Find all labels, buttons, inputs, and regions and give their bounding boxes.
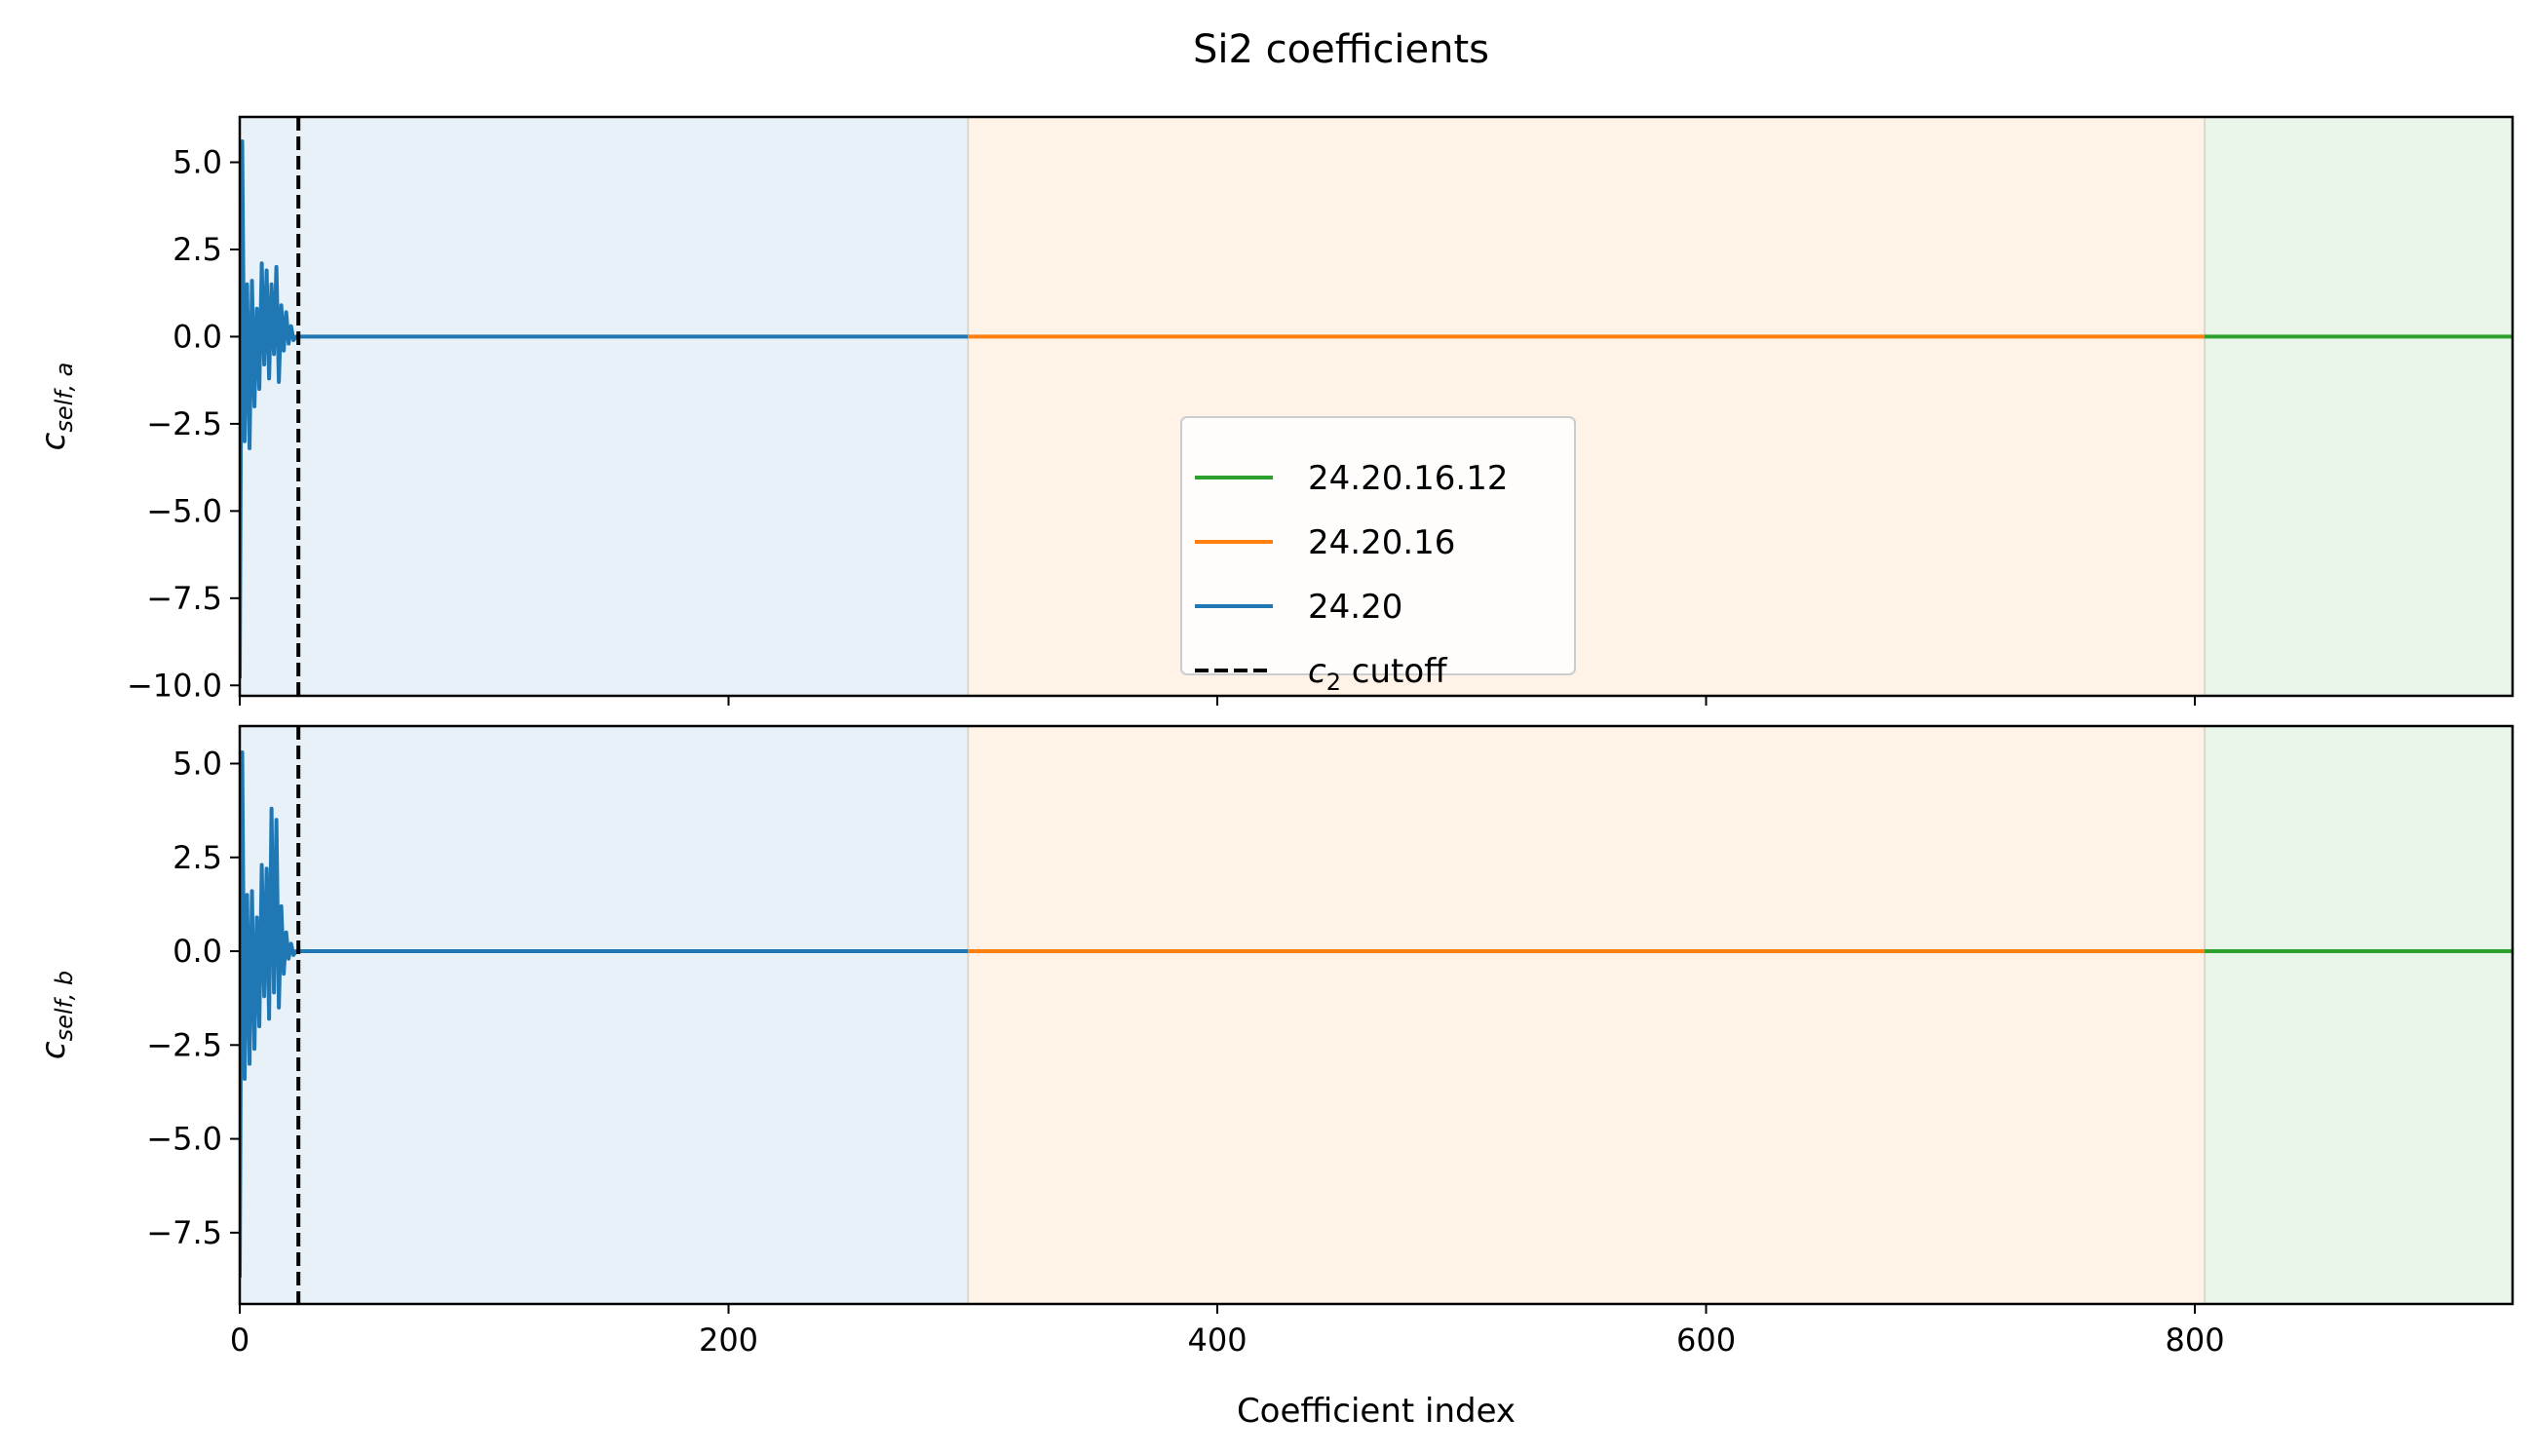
- y-tick-label: −2.5: [146, 405, 222, 442]
- legend-box: [1180, 416, 1576, 675]
- legend-label: 24.20: [1308, 588, 1402, 627]
- legend-label: c2 cutoff: [1308, 652, 1448, 696]
- y-tick-label: −5.0: [146, 1121, 222, 1158]
- legend: 24.20.16.12 24.20.16 24.20 c2 cutoff: [1180, 416, 1576, 696]
- region-band-2: [968, 726, 2206, 1304]
- x-tick-label: 800: [2165, 1322, 2224, 1359]
- x-tick-label: 0: [230, 1322, 250, 1359]
- panel-2: 5.0 2.5 0.0 −2.5 −5.0 −7.5 0 200 400 600 800 cself,…: [34, 724, 2515, 1359]
- region-band-2: [968, 117, 2206, 696]
- y-tick-label: 5.0: [173, 144, 222, 181]
- legend-label: 24.20.16.12: [1308, 459, 1508, 498]
- region-band-3: [2205, 117, 2513, 696]
- y-tick-label: −2.5: [146, 1026, 222, 1063]
- region-band-3: [2205, 726, 2513, 1304]
- y-tick-label: 2.5: [173, 231, 222, 268]
- series-line-24-20: [240, 749, 969, 1279]
- x-tick-label: 400: [1187, 1322, 1247, 1359]
- y-tick-label: −5.0: [146, 492, 222, 529]
- panels: 5.0 2.5 0.0 −2.5 −5.0 −7.5 −10.0 cself, a 5.0 2.5…: [34, 115, 2515, 1359]
- region-band-1: [240, 726, 969, 1304]
- x-tick-label: 600: [1676, 1322, 1736, 1359]
- y-tick-label: −10.0: [127, 667, 222, 704]
- y-tick-label: 2.5: [173, 839, 222, 876]
- axes-frame: [238, 724, 2515, 1306]
- y-tick-label: −7.5: [146, 1214, 222, 1251]
- y-tick-label: 5.0: [173, 746, 222, 783]
- y-axis-title: cself, b: [34, 971, 78, 1059]
- y-tick-label: 0.0: [173, 318, 222, 355]
- region-band-1: [240, 117, 969, 696]
- x-axis-title: Coefficient index: [1237, 1392, 1516, 1431]
- x-tick-label: 200: [699, 1322, 758, 1359]
- legend-label: 24.20.16: [1308, 523, 1455, 562]
- y-tick-label: −7.5: [146, 580, 222, 617]
- y-axis-title: cself, a: [34, 363, 78, 451]
- axes-frame: [238, 115, 2515, 698]
- series-line-24-20: [240, 139, 969, 679]
- panel-1: 5.0 2.5 0.0 −2.5 −5.0 −7.5 −10.0 cself, a: [34, 115, 2515, 706]
- y-tick-label: 0.0: [173, 933, 222, 970]
- chart-title: Si2 coefficients: [1193, 27, 1489, 72]
